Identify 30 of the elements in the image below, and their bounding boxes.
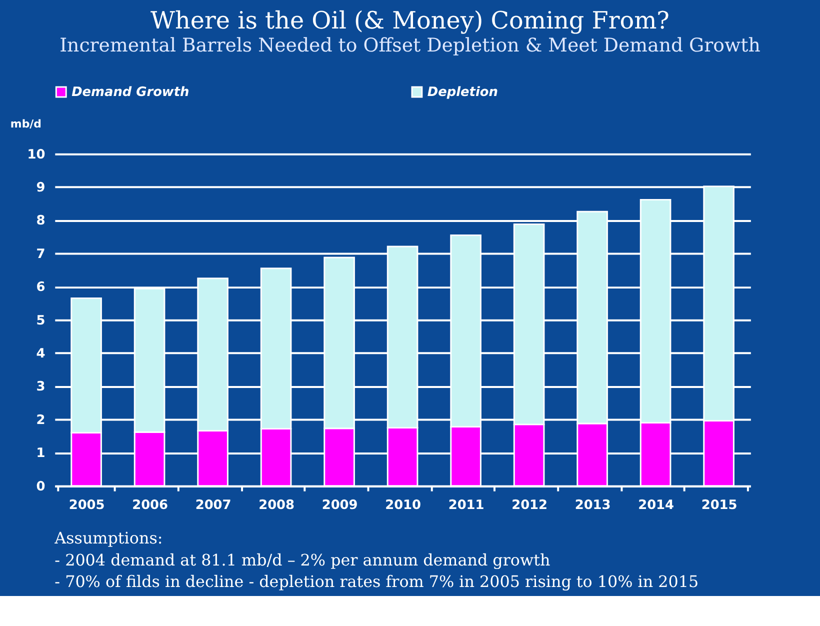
y-axis-title: mb/d	[10, 118, 42, 131]
y-tick-label: 5	[36, 313, 46, 328]
text: Assumptions:	[54, 528, 163, 548]
x-tick-label: 2014	[638, 498, 674, 514]
legend-label: Demand Growth	[72, 84, 190, 100]
x-tick-label: 2008	[258, 498, 295, 514]
x-tick-label: 2011	[448, 498, 484, 514]
x-tick-label: 2012	[512, 498, 548, 514]
x-tick-label: 2005	[68, 498, 105, 514]
x-tick-label: 2009	[322, 498, 358, 514]
chart-title: Where is the Oil (& Money) Coming From?	[150, 6, 670, 35]
y-tick-label: 1	[36, 446, 46, 462]
y-tick-label: 3	[36, 380, 46, 395]
x-tick-label: 2006	[132, 498, 168, 514]
y-tick-label: 4	[36, 346, 46, 362]
y-tick-label: 10	[27, 147, 46, 162]
legend-label: Depletion	[427, 84, 498, 100]
y-tick-label: 6	[36, 280, 46, 296]
y-tick-label: 0	[36, 479, 46, 494]
y-tick-label: 9	[36, 180, 46, 196]
chart-subtitle: Incremental Barrels Needed to Offset Depletion & Meet Demand Growth	[60, 34, 760, 57]
x-tick-label: 2010	[385, 498, 422, 514]
y-tick-label: 2	[36, 412, 46, 428]
y-tick-label: 8	[36, 214, 46, 229]
x-tick-label: 2007	[195, 498, 232, 514]
x-tick-label: 2013	[574, 498, 611, 514]
x-tick-label: 2015	[701, 498, 738, 514]
y-tick-label: 7	[36, 246, 46, 262]
text: - 2004 demand at 81.1 mb/d – 2% per annum demand growth	[54, 550, 550, 570]
text: - 70% of filds in decline - depletion rates from 7% in 2005 rising to 10% in 2015	[54, 572, 699, 592]
